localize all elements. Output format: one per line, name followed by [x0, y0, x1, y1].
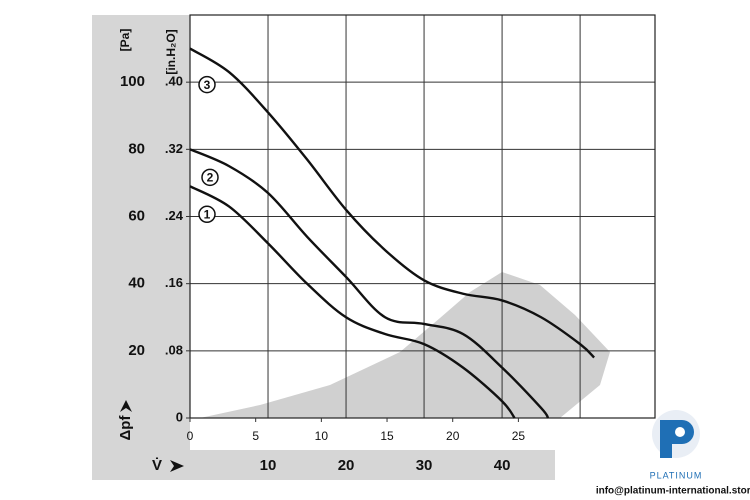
legend-label: 3 [204, 78, 211, 92]
x2-tick-label: 5 [252, 429, 259, 443]
arrow [120, 400, 132, 412]
legend-label: 2 [207, 171, 214, 185]
x-axis-label: V̇ [152, 457, 162, 474]
x-tick-label: 40 [494, 457, 511, 474]
axis-band [92, 450, 555, 480]
logo-mark [660, 420, 694, 458]
footer: info@platinum-international.store [596, 486, 750, 497]
x2-tick-label: 15 [380, 429, 394, 443]
x-tick-label: 10 [260, 457, 277, 474]
axis-band [92, 15, 190, 480]
y-tick-label: 80 [128, 140, 145, 157]
x2-tick-label: 25 [512, 429, 526, 443]
legend-marker [198, 75, 216, 94]
curve [189, 148, 550, 419]
x2-tick-label: 20 [446, 429, 460, 443]
y-tick-label: 20 [128, 342, 145, 359]
y-tick-label: 40 [128, 275, 145, 292]
arrow [170, 460, 184, 472]
y2-tick-label: 0 [176, 409, 183, 424]
logo: PLATINUM info@platinum-international.sto… [596, 410, 750, 497]
curve [189, 47, 596, 359]
curve [189, 185, 516, 419]
y2-tick-label: .24 [165, 208, 184, 223]
legend-label: 1 [204, 207, 211, 221]
y2-tick-label: .08 [165, 342, 183, 357]
y2-tick-label: .16 [165, 275, 183, 290]
x-tick-label: 30 [416, 457, 433, 474]
x-tick-label: 20 [338, 457, 355, 474]
y-unit: [Pa] [118, 29, 132, 52]
logo-mark [675, 427, 685, 437]
y-tick-label: 60 [128, 207, 145, 224]
y2-unit: [in.H₂O] [164, 29, 178, 74]
x2-tick-label: 0 [187, 429, 194, 443]
x2-tick-label: 10 [315, 429, 329, 443]
operating-region [200, 272, 610, 418]
y2-tick-label: .32 [165, 141, 183, 156]
legend-marker [198, 205, 216, 224]
logo-text: PLATINUM [650, 470, 703, 480]
y2-tick-label: .40 [165, 74, 183, 89]
legend-marker [201, 168, 219, 187]
y-tick-label: 100 [120, 73, 145, 90]
y-axis-label: Δpf [117, 415, 134, 441]
